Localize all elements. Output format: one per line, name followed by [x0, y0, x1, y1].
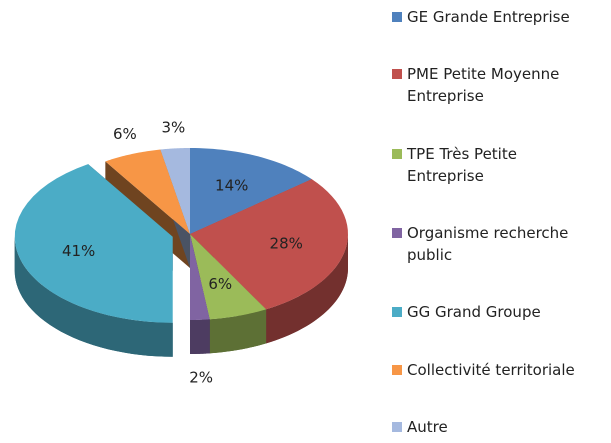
slice-side [266, 234, 348, 344]
data-label: 2% [189, 369, 213, 387]
legend-item: Organisme recherche public [392, 222, 607, 266]
legend-item: GG Grand Groupe [392, 301, 607, 323]
slice [14, 164, 173, 323]
legend-item: Collectivité territoriale [392, 359, 607, 381]
data-label: 28% [270, 234, 303, 252]
slice-side [209, 309, 267, 354]
data-label: 41% [62, 242, 95, 260]
slice [160, 148, 190, 234]
legend-label: TPE Très Petite Entreprise [407, 144, 517, 185]
slice [190, 179, 348, 310]
legend-item: TPE Très Petite Entreprise [392, 143, 607, 187]
pie-tops [14, 148, 348, 323]
slice [190, 148, 312, 234]
legend-label: GE Grande Entreprise [407, 8, 570, 26]
legend-swatch [392, 364, 402, 375]
slice [105, 149, 190, 234]
legend-label: Autre [407, 417, 448, 436]
legend-swatch [392, 12, 402, 22]
legend-swatch [392, 307, 402, 318]
slice [190, 234, 267, 320]
legend-swatch [392, 148, 402, 159]
slice-side [190, 319, 210, 354]
legend-swatch [392, 227, 402, 238]
legend-item: Autre [392, 416, 607, 438]
data-label: 3% [161, 119, 185, 137]
data-label: 14% [215, 176, 248, 194]
legend-item: GE Grande Entreprise [392, 6, 607, 28]
legend-label: Collectivité territoriale [407, 360, 575, 379]
legend-item: PME Petite Moyenne Entreprise [392, 63, 607, 107]
legend-swatch [392, 69, 402, 80]
data-label: 6% [113, 125, 137, 143]
legend-label: Organisme recherche public [407, 223, 569, 264]
legend-label: PME Petite Moyenne Entreprise [407, 65, 560, 106]
slice [190, 234, 210, 320]
legend: GE Grande Entreprise PME Petite Moyenne E… [392, 6, 607, 438]
chart: 14% 28% 6% 2% 41% 6% 3% [14, 119, 348, 387]
slice-side [14, 236, 173, 357]
legend-label: GG Grand Groupe [407, 303, 541, 322]
legend-swatch [392, 421, 402, 432]
data-label: 6% [208, 275, 232, 293]
